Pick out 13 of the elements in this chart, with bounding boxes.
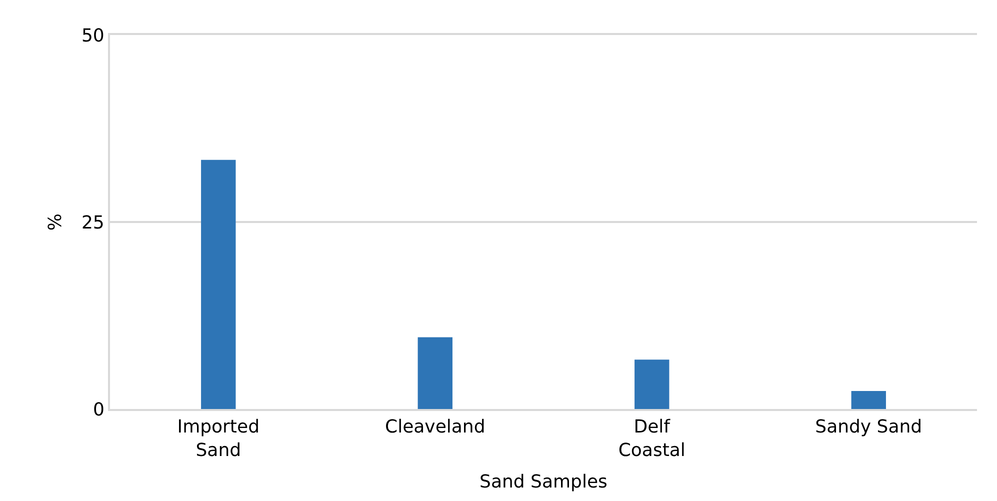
y-axis-title: % xyxy=(45,213,66,231)
x-tick-label: Delf Coastal xyxy=(618,416,686,461)
y-tick-label: 0 xyxy=(92,399,104,420)
y-tick-label: 50 xyxy=(81,25,104,46)
bar xyxy=(851,391,886,409)
x-axis-title: Sand Samples xyxy=(480,472,608,493)
x-tick-label: Sandy Sand xyxy=(815,416,922,438)
bar xyxy=(201,160,236,409)
x-tick-label: Cleaveland xyxy=(384,416,486,438)
x-tick-label: Imported Sand xyxy=(177,416,260,461)
bar xyxy=(634,360,670,409)
y-tick-label: 25 xyxy=(81,212,104,234)
bar xyxy=(418,337,452,409)
